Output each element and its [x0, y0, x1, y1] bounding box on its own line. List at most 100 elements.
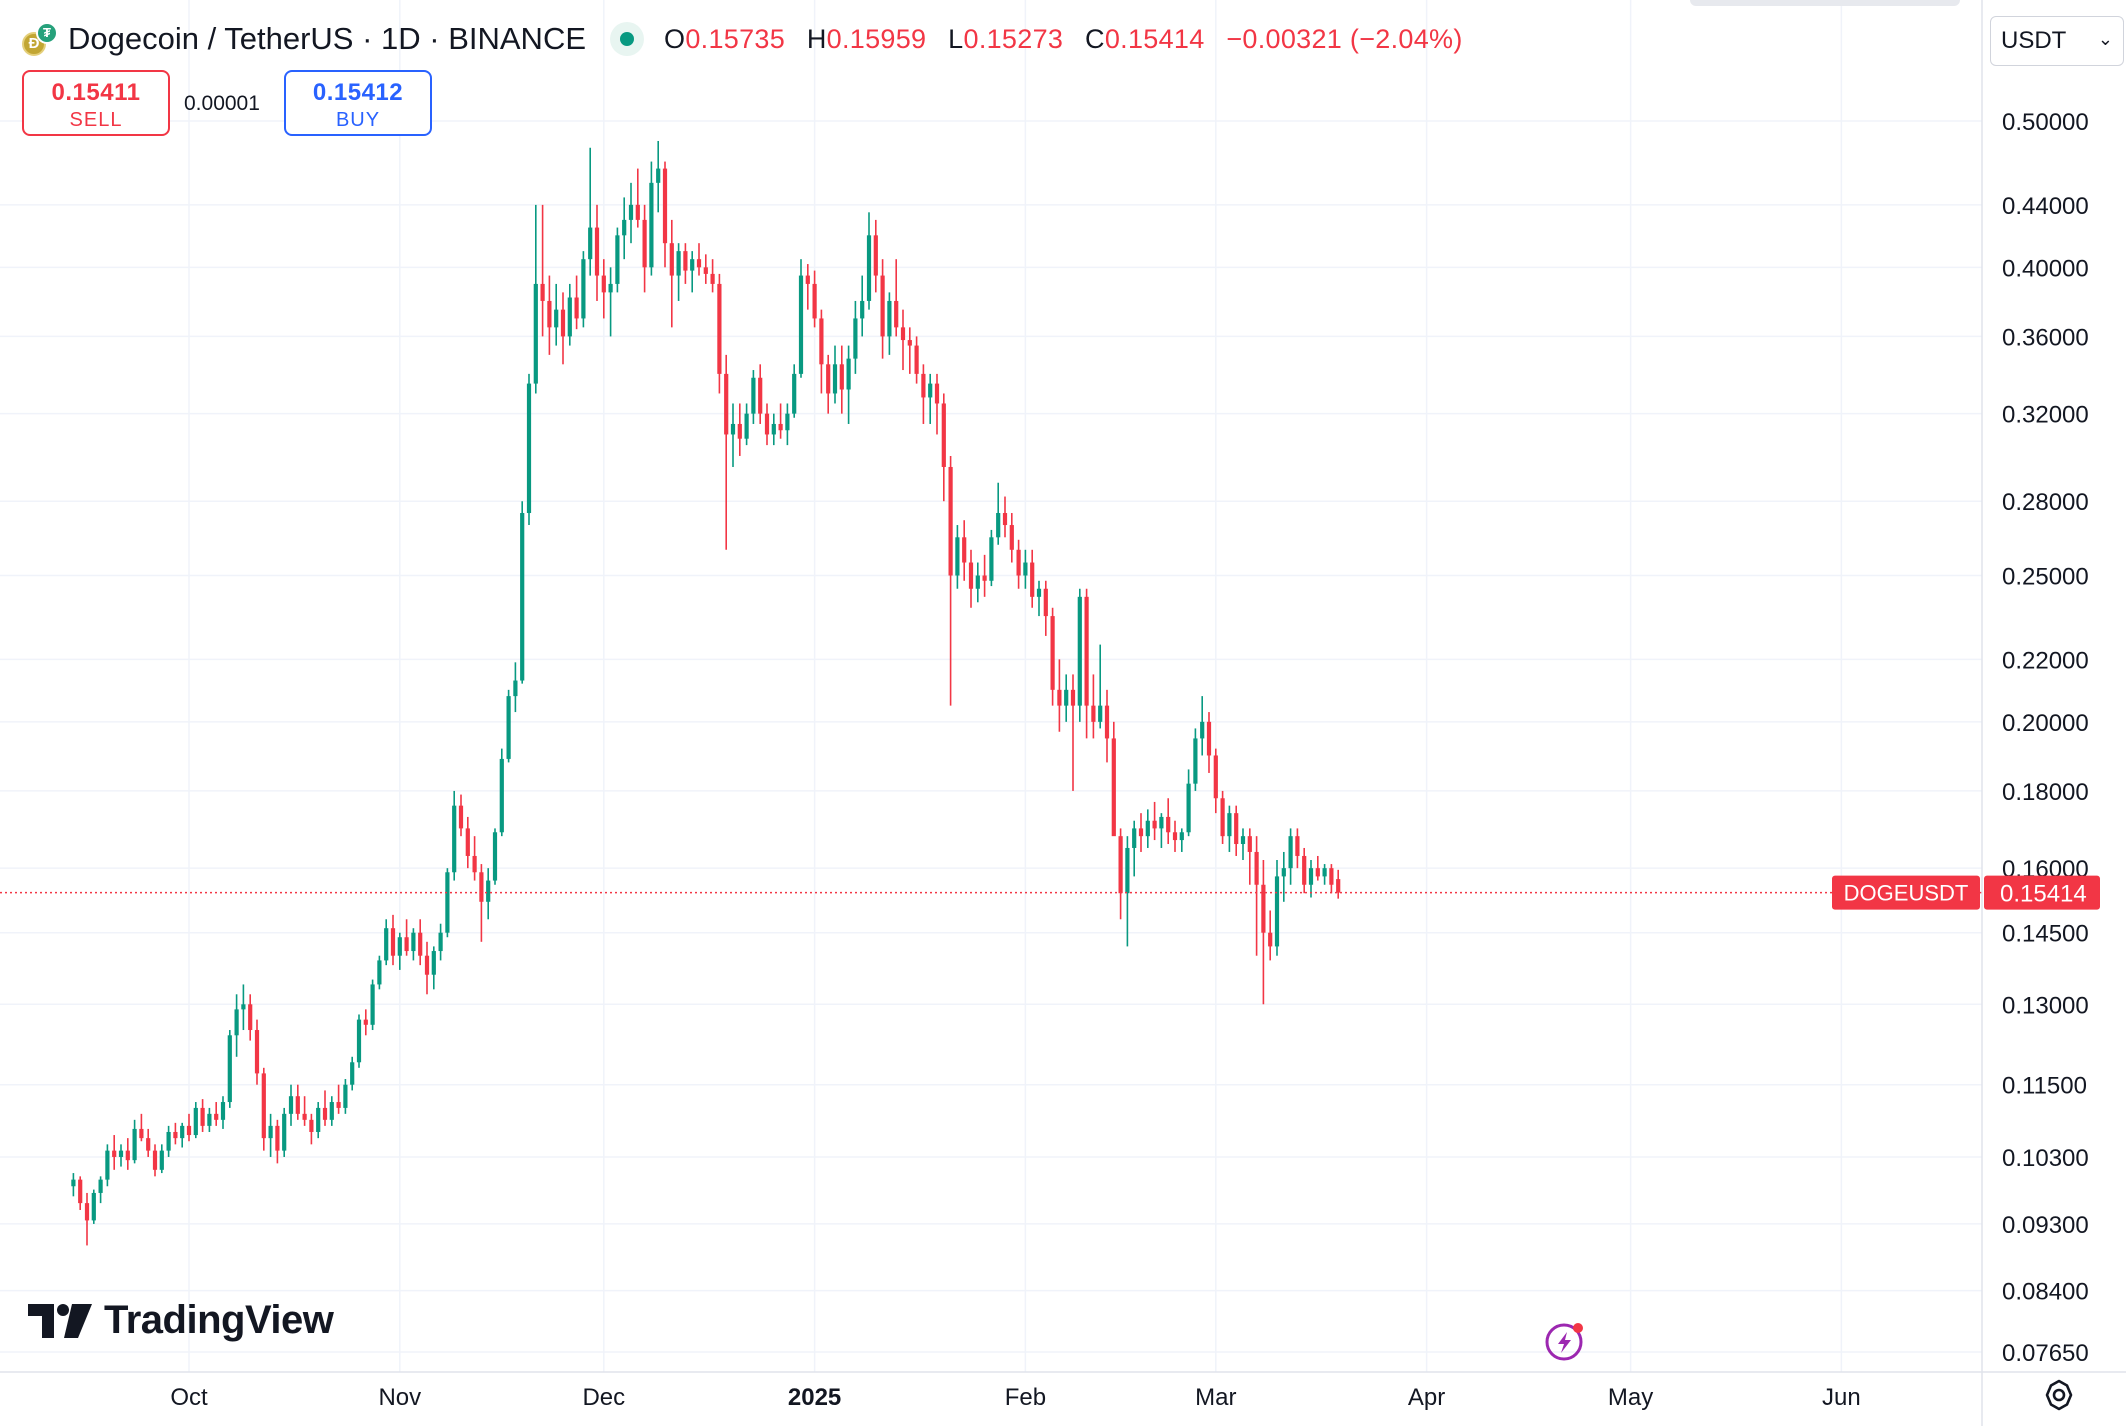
candle-body: [1329, 868, 1334, 885]
candle-body: [309, 1119, 314, 1132]
candle-body: [513, 680, 518, 697]
candle-body: [690, 259, 695, 271]
spread-value: 0.00001: [184, 92, 260, 115]
candle-body: [452, 805, 457, 873]
candle: [214, 1102, 219, 1126]
candle-body: [132, 1128, 137, 1161]
candle-body: [370, 984, 375, 1025]
candle-body: [397, 937, 402, 956]
candle-body: [989, 537, 994, 581]
candle: [513, 662, 518, 713]
candle: [894, 259, 899, 337]
sell-button[interactable]: 0.15411 SELL: [22, 70, 170, 136]
candle: [683, 243, 688, 284]
candle: [288, 1084, 294, 1126]
currency-select[interactable]: USDT ⌄: [1990, 16, 2124, 66]
candle: [628, 182, 634, 244]
candle: [1186, 769, 1191, 837]
candle-body: [1193, 738, 1198, 784]
candle-body: [526, 383, 532, 514]
candle-body: [601, 275, 606, 293]
candle-body: [730, 423, 736, 435]
candle-body: [146, 1138, 151, 1151]
candle-body: [642, 219, 647, 268]
y-tick-label: 0.44000: [2002, 193, 2089, 220]
candle-body: [431, 951, 436, 975]
candle-body: [472, 855, 477, 873]
candle-body: [159, 1150, 164, 1170]
candle-body: [1254, 851, 1259, 885]
candle-body: [724, 373, 729, 435]
candle-body: [200, 1107, 205, 1126]
candle-body: [377, 960, 382, 985]
candle: [676, 243, 681, 301]
candle-body: [1213, 755, 1218, 799]
candle: [418, 919, 423, 966]
symbol-title[interactable]: Dogecoin / TetherUS · 1D · BINANCE: [68, 21, 587, 56]
candle-body: [118, 1150, 124, 1157]
candle-body: [649, 182, 654, 268]
candle: [499, 748, 504, 837]
candle-body: [839, 364, 844, 390]
candle: [805, 264, 810, 310]
candle: [282, 1107, 287, 1157]
candle-body: [390, 928, 396, 956]
candle-body: [139, 1128, 144, 1139]
candle-body: [962, 537, 967, 563]
candle-body: [1295, 836, 1300, 856]
candle-body: [302, 1113, 307, 1120]
candle-body: [846, 358, 851, 390]
candle: [737, 403, 742, 456]
candle-body: [1322, 868, 1327, 877]
sell-price: 0.15411: [51, 79, 141, 106]
time-axis[interactable]: Oct Nov Dec 2025 Feb Mar Apr May Jun: [0, 1371, 2126, 1411]
candle: [1091, 674, 1096, 739]
settings-gear-icon[interactable]: [2042, 1378, 2076, 1412]
candle-body: [622, 219, 627, 236]
lightning-bolt-icon[interactable]: [1544, 1320, 1586, 1362]
candle: [526, 373, 532, 526]
candle: [812, 270, 817, 328]
candle-body: [1172, 832, 1178, 841]
market-open-dot-icon[interactable]: [610, 22, 645, 56]
candle: [343, 1079, 348, 1114]
candle: [1050, 607, 1055, 706]
candle-body: [1057, 689, 1062, 706]
candle-body: [751, 377, 756, 414]
candle-body: [560, 309, 566, 337]
candle: [703, 254, 708, 284]
y-tick-label: 0.11500: [2002, 1073, 2087, 1100]
candle-body: [968, 562, 974, 589]
candle: [751, 370, 756, 424]
candle-body: [853, 318, 858, 359]
candle-body: [832, 364, 838, 394]
candle-body: [581, 259, 586, 319]
candle: [656, 140, 661, 213]
candle: [1098, 644, 1103, 729]
candle-body: [424, 955, 430, 975]
candle-body: [207, 1113, 212, 1126]
candle-body: [1111, 738, 1116, 837]
x-tick-label: Feb: [1005, 1384, 1046, 1411]
chart-grid: [0, 0, 1982, 1372]
candle-body: [1002, 513, 1008, 526]
candle-body: [125, 1150, 130, 1161]
candle-body: [275, 1125, 280, 1151]
candle-body: [860, 300, 865, 319]
candle-body: [696, 259, 702, 268]
candle-body: [329, 1102, 334, 1120]
candle: [458, 794, 464, 837]
buy-button[interactable]: 0.15412 BUY: [284, 70, 432, 136]
candle: [1179, 828, 1184, 852]
candle: [452, 790, 457, 881]
candle: [635, 168, 640, 228]
candle: [792, 364, 797, 418]
candle: [567, 283, 572, 346]
candle: [907, 327, 912, 374]
candle: [601, 259, 606, 319]
price-axis[interactable]: 0.50000 0.44000 0.40000 0.36000 0.32000 0.280…: [1981, 0, 2089, 1426]
x-tick-label: Jun: [1822, 1384, 1861, 1411]
tradingview-logo[interactable]: TradingView: [28, 1298, 334, 1343]
x-tick-label: May: [1608, 1384, 1653, 1411]
